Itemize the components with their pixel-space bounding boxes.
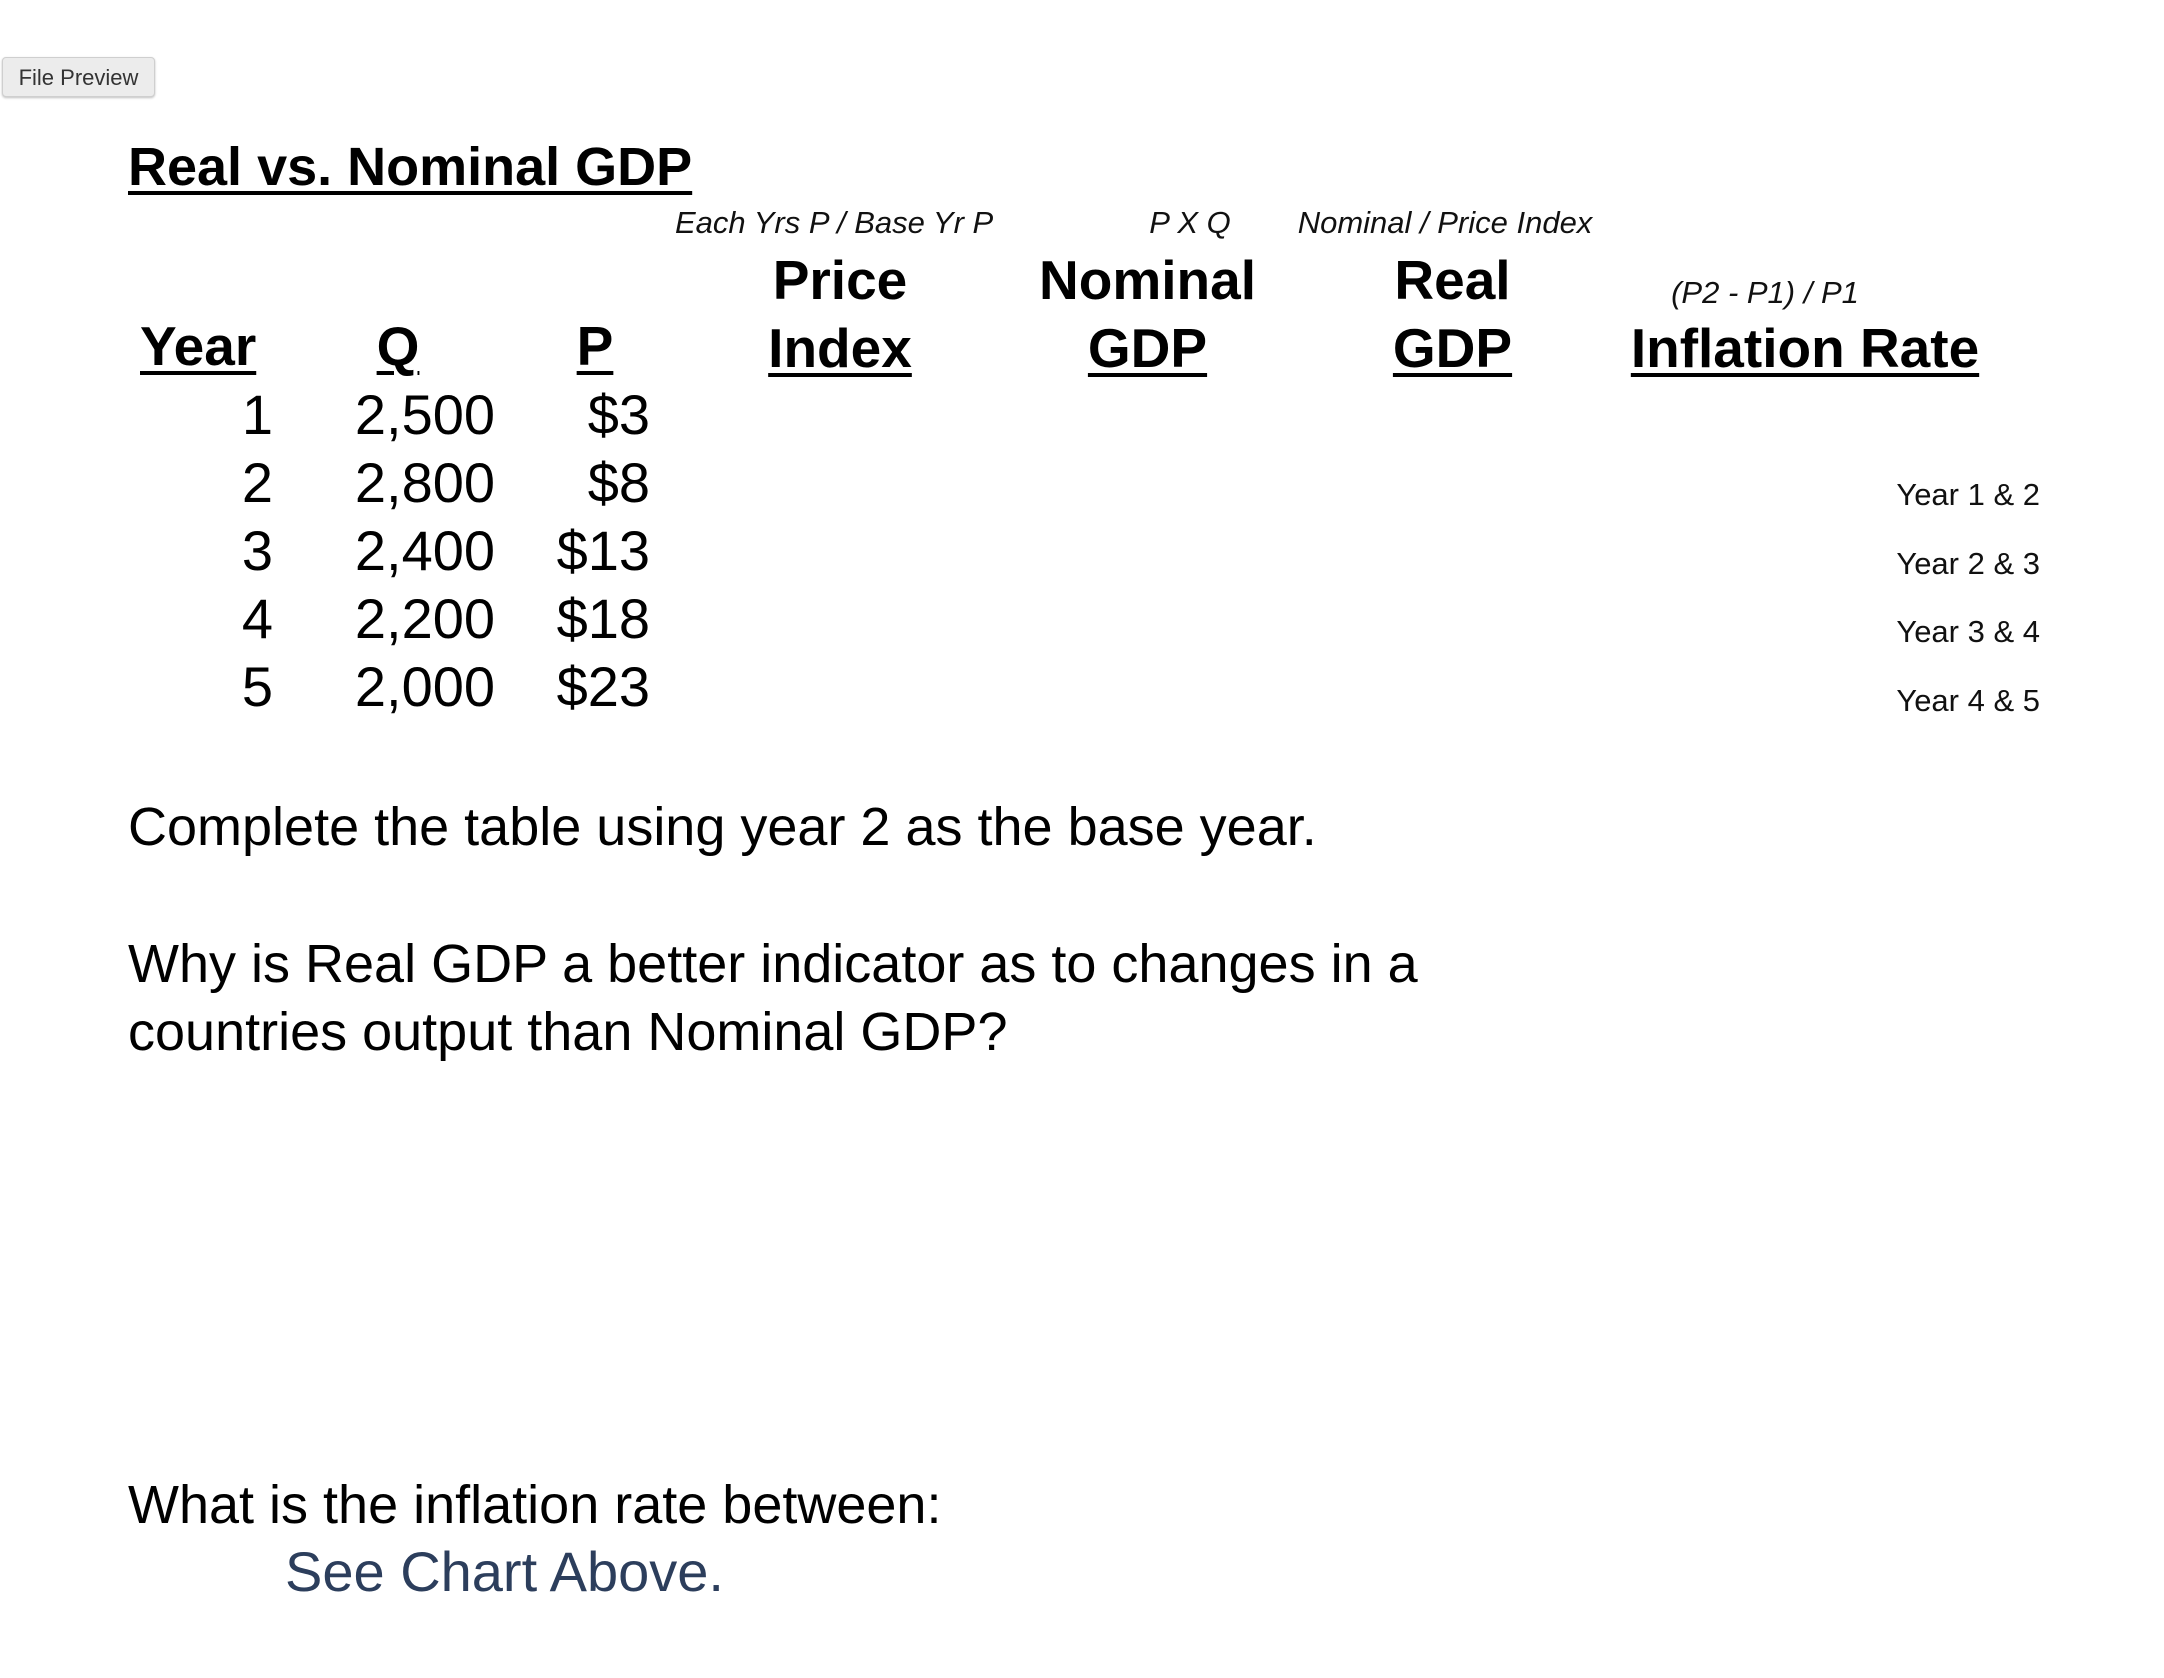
price-index-formula: Each Yrs P / Base Yr P [675, 205, 994, 240]
year-cell: 3 [241, 519, 273, 582]
q-header: Q [376, 315, 420, 377]
year-cell: 5 [241, 655, 273, 718]
year-cell: 2 [241, 451, 273, 514]
q-cell: 2,400 [354, 519, 495, 582]
instruction-text: Complete the table using year 2 as the b… [128, 797, 1317, 857]
nominal-gdp-formula: P X Q [1149, 205, 1231, 240]
document-title: Real vs. Nominal GDP [128, 137, 693, 197]
q-cell: 2,800 [354, 451, 495, 514]
q-cell: 2,500 [354, 383, 495, 446]
price-index-header: Price Index [735, 246, 945, 382]
p-header: P [576, 315, 614, 377]
year-cell: 1 [241, 383, 273, 446]
year-header: Year [140, 315, 257, 377]
year-cell: 4 [241, 587, 273, 650]
inflation-pair-label: Year 1 & 2 [1896, 477, 2040, 512]
q-cell: 2,200 [354, 587, 495, 650]
inflation-rate-header-text: Inflation Rate [1630, 317, 1980, 379]
nominal-gdp-header-line1: Nominal [1039, 249, 1256, 311]
file-preview-button[interactable]: File Preview [2, 57, 155, 97]
price-index-header-line1: Price [772, 249, 908, 311]
nominal-gdp-header-line2: GDP [1087, 317, 1208, 379]
p-cell: $23 [556, 655, 650, 718]
price-index-header-line2: Index [768, 317, 912, 379]
inflation-pair-label: Year 2 & 3 [1896, 546, 2040, 581]
nominal-gdp-header: Nominal GDP [1020, 246, 1275, 382]
answer-note: See Chart Above. [285, 1540, 724, 1603]
p-cell: $18 [556, 587, 650, 650]
real-gdp-header-line1: Real [1394, 249, 1511, 311]
p-cell: $13 [556, 519, 650, 582]
question-inflation: What is the inflation rate between: [128, 1475, 942, 1535]
real-gdp-header: Real GDP [1365, 246, 1540, 382]
real-gdp-formula: Nominal / Price Index [1297, 205, 1593, 240]
inflation-pair-label: Year 4 & 5 [1896, 683, 2040, 718]
inflation-rate-formula: (P2 - P1) / P1 [1671, 275, 1859, 310]
inflation-pair-label: Year 3 & 4 [1896, 614, 2040, 649]
q-cell: 2,000 [354, 655, 495, 718]
inflation-rate-header: Inflation Rate [1625, 314, 1985, 382]
question-real-gdp: Why is Real GDP a better indicator as to… [128, 934, 1418, 1062]
p-cell: $3 [587, 383, 650, 446]
p-cell: $8 [587, 451, 650, 514]
real-gdp-header-line2: GDP [1392, 317, 1513, 379]
